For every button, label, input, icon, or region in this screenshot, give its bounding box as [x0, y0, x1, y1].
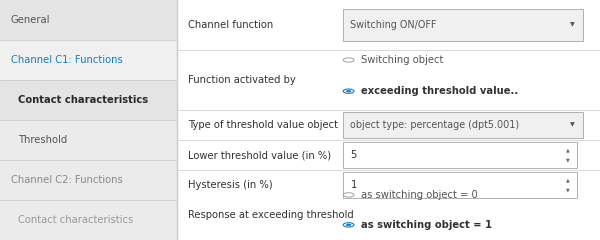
Bar — [0, 80, 177, 120]
Circle shape — [343, 89, 354, 93]
Text: General: General — [11, 15, 50, 25]
Circle shape — [346, 224, 352, 226]
Bar — [0, 120, 177, 160]
Text: ▼: ▼ — [570, 123, 575, 127]
Text: Switching object: Switching object — [361, 55, 443, 65]
Text: ▼: ▼ — [566, 188, 569, 193]
Text: Channel C2: Functions: Channel C2: Functions — [11, 175, 122, 185]
Text: Contact characteristics: Contact characteristics — [18, 95, 148, 105]
FancyBboxPatch shape — [343, 172, 577, 198]
Bar — [0, 200, 177, 240]
Text: as switching object = 1: as switching object = 1 — [361, 220, 493, 230]
Text: Response at exceeding threshold: Response at exceeding threshold — [188, 210, 353, 220]
Bar — [177, 0, 600, 240]
Circle shape — [343, 58, 354, 62]
FancyBboxPatch shape — [343, 112, 583, 138]
Text: Channel function: Channel function — [188, 20, 273, 30]
Text: Hysteresis (in %): Hysteresis (in %) — [188, 180, 272, 190]
Bar — [0, 160, 177, 200]
Text: Channel C1: Functions: Channel C1: Functions — [11, 55, 122, 65]
Text: Switching ON/OFF: Switching ON/OFF — [350, 20, 437, 30]
FancyBboxPatch shape — [343, 9, 583, 41]
Text: Type of threshold value object: Type of threshold value object — [188, 120, 338, 130]
Text: object type: percentage (dpt5.001): object type: percentage (dpt5.001) — [350, 120, 520, 130]
Text: Contact characteristics: Contact characteristics — [18, 215, 133, 225]
FancyBboxPatch shape — [343, 142, 577, 168]
Circle shape — [343, 223, 354, 227]
Circle shape — [346, 90, 352, 92]
Text: as switching object = 0: as switching object = 0 — [361, 190, 478, 200]
Bar — [0, 0, 177, 40]
Text: 1: 1 — [350, 180, 357, 190]
Bar — [0, 40, 177, 80]
Text: Lower threshold value (in %): Lower threshold value (in %) — [188, 150, 331, 160]
Text: ▲: ▲ — [566, 147, 569, 152]
Text: exceeding threshold value..: exceeding threshold value.. — [361, 86, 518, 96]
Text: Threshold: Threshold — [18, 135, 67, 145]
Text: ▼: ▼ — [570, 23, 575, 27]
Circle shape — [343, 193, 354, 197]
Text: 5: 5 — [350, 150, 357, 160]
Text: ▼: ▼ — [566, 158, 569, 163]
Text: ▲: ▲ — [566, 177, 569, 182]
Text: Function activated by: Function activated by — [188, 75, 296, 85]
